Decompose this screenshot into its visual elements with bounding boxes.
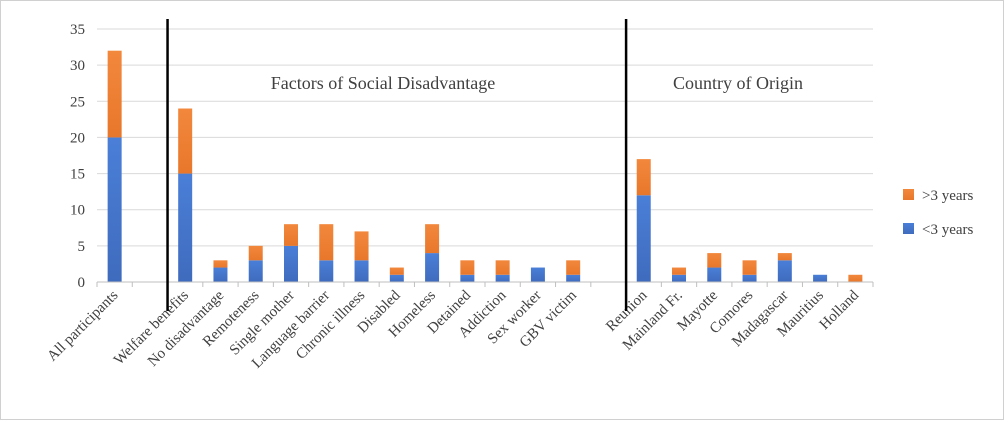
bar-all-participants-under-3-years [107, 137, 122, 282]
bar-comores-under-3-years [742, 274, 757, 282]
bar-mainland-fr-over-3-years [672, 267, 686, 275]
legend-label-under-3-years: <3 years [922, 222, 974, 238]
bar-disabled-over-3-years [389, 267, 404, 275]
group-labels: Factors of Social Disadvantage Country of… [271, 73, 803, 93]
y-axis-ticks: 0 5 10 15 20 25 30 35 [70, 22, 85, 291]
bar-mayotte-under-3-years [707, 267, 722, 282]
bar-addiction-over-3-years [495, 260, 510, 275]
bar-reunion-over-3-years [636, 159, 651, 196]
bar-comores-over-3-years [742, 260, 757, 275]
bar-language-barrier-under-3-years [319, 260, 334, 282]
bar-madagascar-under-3-years [777, 260, 792, 282]
bar-single-mother-under-3-years [284, 245, 298, 282]
bar-reunion-under-3-years [636, 195, 651, 282]
bar-no-disadvantage-over-3-years [213, 260, 228, 268]
x-axis [96, 281, 874, 287]
bar-detained-under-3-years [460, 274, 475, 282]
bar-mainland-fr-under-3-years [672, 274, 686, 282]
group-separators [166, 19, 628, 311]
y-tick-label-15: 15 [70, 167, 85, 183]
y-tick-label-20: 20 [70, 130, 85, 146]
bar-madagascar-over-3-years [777, 253, 792, 261]
group-label-social-disadvantage: Factors of Social Disadvantage [271, 73, 495, 93]
y-tick-label-25: 25 [70, 94, 85, 110]
bar-sex-worker-under-3-years [530, 267, 545, 282]
bar-addiction-under-3-years [495, 274, 510, 282]
bar-all-participants-over-3-years [107, 50, 122, 138]
group-label-country-of-origin: Country of Origin [673, 73, 803, 93]
bar-language-barrier-over-3-years [319, 224, 334, 261]
y-tick-label-30: 30 [70, 58, 85, 74]
y-tick-label-5: 5 [78, 239, 86, 255]
y-tick-label-35: 35 [70, 22, 85, 38]
bar-disabled-under-3-years [389, 274, 404, 282]
bar-homeless-over-3-years [425, 224, 440, 254]
y-tick-label-0: 0 [78, 275, 86, 291]
bar-single-mother-over-3-years [284, 224, 298, 246]
bar-remoteness-over-3-years [248, 245, 263, 261]
legend-swatch-under-3-years [903, 223, 914, 234]
x-label-all-participants: All participants [44, 287, 121, 364]
bar-chronic-illness-over-3-years [354, 231, 369, 261]
bar-no-disadvantage-under-3-years [213, 267, 228, 282]
bar-gbv-victim-over-3-years [566, 260, 581, 275]
gridlines [97, 28, 873, 247]
bar-homeless-under-3-years [425, 253, 440, 282]
bar-mayotte-over-3-years [707, 253, 722, 268]
bar-chronic-illness-under-3-years [354, 260, 369, 282]
bar-gbv-victim-under-3-years [566, 274, 581, 282]
bar-welfare-benefits-over-3-years [178, 108, 193, 174]
bar-mauritius-under-3-years [813, 274, 828, 282]
bar-remoteness-under-3-years [248, 260, 263, 282]
legend-swatch-over-3-years [903, 189, 914, 200]
bars [107, 50, 863, 282]
legend: >3 years <3 years [903, 188, 974, 238]
legend-label-over-3-years: >3 years [922, 188, 974, 204]
bar-welfare-benefits-under-3-years [178, 173, 193, 282]
bar-detained-over-3-years [460, 260, 475, 275]
x-label-holland: Holland [817, 287, 863, 333]
bar-holland-over-3-years [848, 274, 863, 282]
y-tick-label-10: 10 [70, 203, 85, 219]
